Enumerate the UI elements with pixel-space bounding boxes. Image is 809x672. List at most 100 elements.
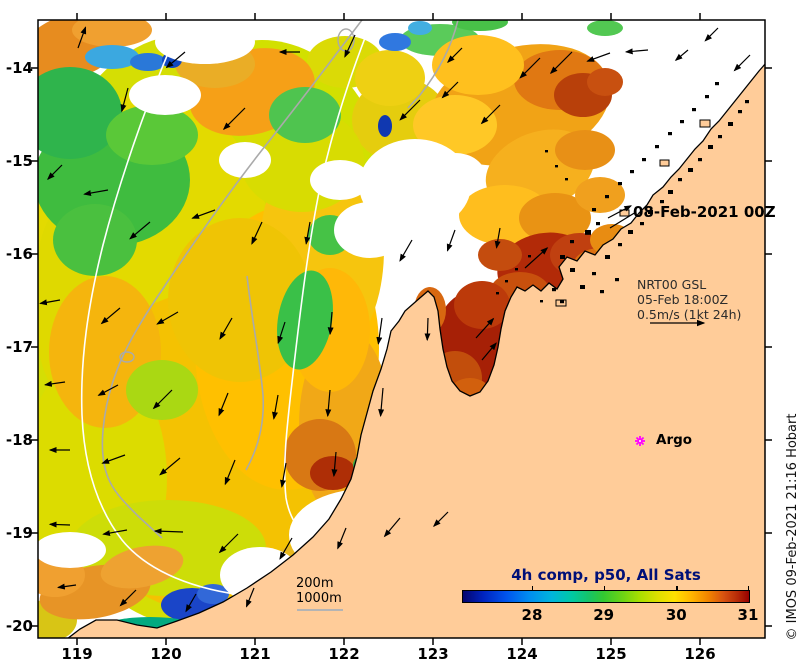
island [659, 159, 670, 167]
contour-1000m [407, 20, 459, 109]
islet-speck [528, 255, 531, 258]
sst-patch [269, 87, 341, 143]
sst-patch [478, 239, 522, 271]
cloud-gap [155, 20, 255, 64]
islet-speck [630, 170, 634, 174]
velocity-scale-label: 0.5m/s (1kt 24h) [637, 307, 742, 322]
current-vector-arrow [441, 81, 459, 99]
contour-1000m-loop [119, 351, 135, 363]
current-vector-arrow [277, 321, 286, 345]
islet-speck [745, 100, 749, 104]
current-vector-arrow [56, 583, 77, 590]
sst-patch [378, 115, 392, 137]
velocity-reference-block: NRT00 GSL 05-Feb 18:00Z 0.5m/s (1kt 24h) [637, 277, 741, 322]
islet-speck [640, 222, 644, 226]
islet-speck [600, 290, 604, 294]
composite-datetime-label: 08-Feb-2021 00Z [633, 203, 776, 221]
argo-float-label: Argo [656, 432, 693, 448]
sst-patch [454, 281, 510, 329]
sst-patch [519, 193, 591, 243]
current-vector-arrow [83, 189, 109, 196]
lon-tick-label: 122 [328, 645, 360, 663]
islet-speck [570, 240, 574, 244]
current-vector-arrow [39, 299, 61, 306]
islet-speck [545, 150, 548, 153]
current-vector-arrow [119, 589, 137, 607]
current-vector-arrow [475, 317, 495, 339]
current-vector-arrow [222, 107, 246, 131]
cloud-gap [38, 532, 106, 568]
sst-patch [130, 53, 166, 71]
current-vector-arrow [129, 221, 151, 240]
sst-patch [100, 545, 184, 589]
current-vector-arrow [481, 342, 497, 361]
islet-speck [692, 108, 696, 112]
current-vector-arrow [218, 392, 229, 417]
sst-patch [277, 270, 333, 370]
current-vector-arrow [586, 52, 611, 62]
sst-patch [53, 204, 137, 276]
current-vector-arrow [48, 521, 71, 528]
islet-speck [555, 165, 558, 168]
sst-patch [72, 20, 152, 47]
islet-speck [698, 158, 702, 162]
current-vector-arrow [331, 451, 338, 478]
current-vector-arrow [77, 26, 87, 49]
islet-speck [688, 168, 693, 172]
islet-speck [668, 190, 673, 194]
colorbar-tick-label: 28 [521, 606, 543, 624]
islet-speck [596, 222, 600, 226]
islet-speck [605, 255, 610, 259]
sst-patch [555, 130, 615, 170]
cloud-gap [219, 142, 271, 178]
colorbar-tick [747, 586, 750, 591]
current-vector-arrow [674, 49, 689, 62]
lat-tick-label: -17 [5, 338, 33, 356]
islet-speck [655, 145, 659, 149]
sst-patch [379, 33, 411, 51]
current-vector-arrow [165, 51, 186, 69]
current-vector-arrow [185, 593, 197, 613]
land-coastline [67, 63, 765, 638]
current-vector-arrow [433, 511, 449, 527]
sst-patch [106, 105, 198, 165]
colorbar-tick-label: 31 [737, 606, 759, 624]
current-vector-arrow [376, 317, 383, 345]
colorbar-tick-label: 30 [665, 606, 687, 624]
colorbar-tick [676, 586, 678, 591]
copyright-credit: © IMOS 09-Feb-2021 21:16 Hobart [785, 413, 800, 641]
current-vector-arrow [624, 48, 649, 55]
sst-patch [413, 95, 497, 155]
islet-speck [618, 243, 622, 247]
islet-speck [592, 272, 596, 276]
islet-speck [605, 195, 609, 199]
current-vectors-layer [39, 26, 751, 613]
current-vector-arrow [519, 57, 541, 79]
islet-speck [648, 210, 653, 214]
contour-200m [283, 20, 373, 565]
sst-patch [587, 20, 623, 36]
lon-tick-label: 125 [595, 645, 627, 663]
lat-tick-label: -18 [5, 431, 33, 449]
velocity-time-label: 05-Feb 18:00Z [637, 292, 729, 307]
current-vector-arrow [549, 51, 573, 75]
cloud-gap [405, 236, 465, 280]
sst-patch [355, 50, 425, 106]
islet-speck [705, 95, 709, 99]
current-vector-arrow [219, 317, 233, 340]
current-vector-arrow [446, 229, 456, 252]
island [699, 119, 711, 128]
sst-patch [587, 68, 623, 96]
lat-tick-label: -14 [5, 59, 33, 77]
colorbar-tick-label: 29 [593, 606, 615, 624]
colorbar-tick [603, 586, 606, 591]
current-vector-arrow [733, 54, 751, 72]
islet-speck [660, 200, 664, 204]
map-frame [37, 19, 766, 639]
current-vector-arrow [279, 537, 293, 560]
current-vector-arrow [399, 99, 421, 121]
colorbar-gradient [462, 590, 750, 603]
islet-speck [668, 132, 672, 136]
islet-speck [618, 182, 622, 186]
contour-1000m [245, 275, 265, 471]
